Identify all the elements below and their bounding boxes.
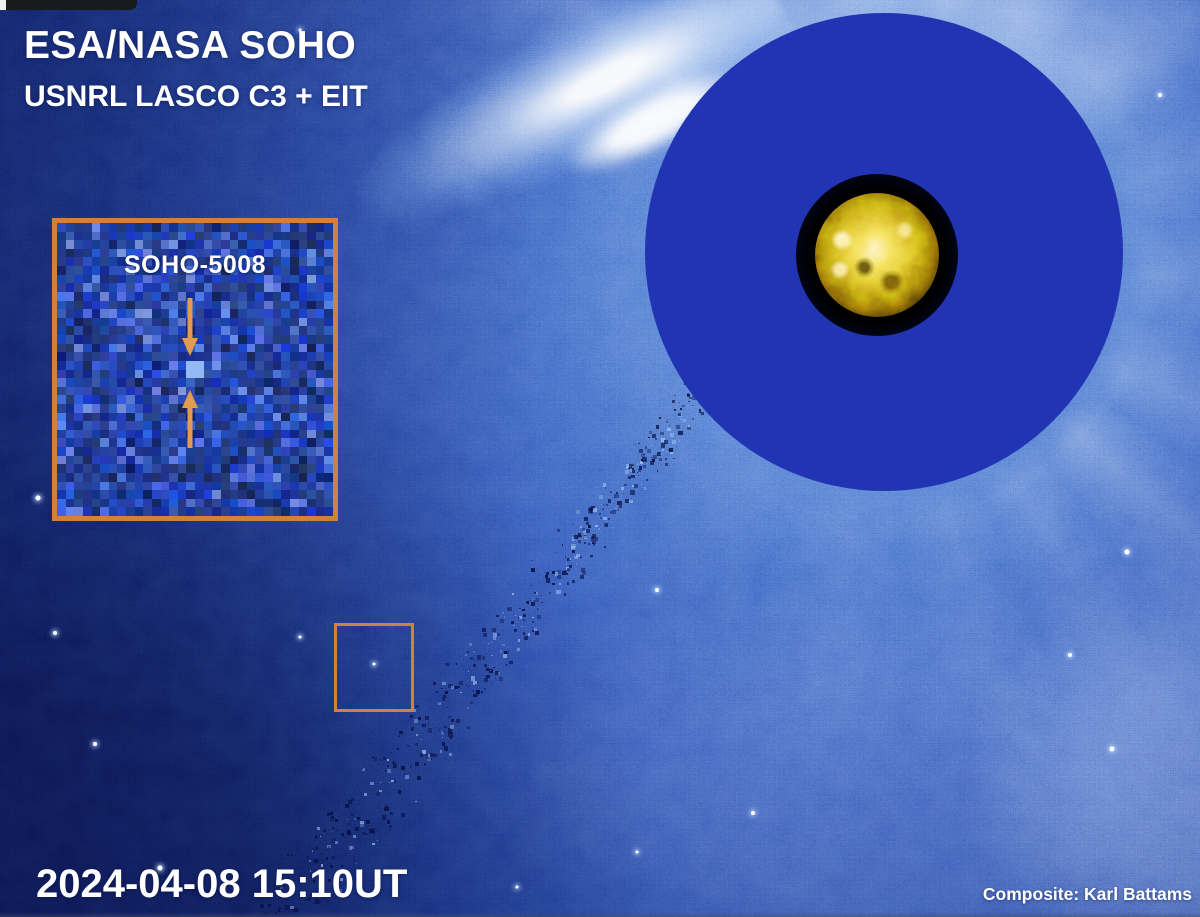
inset-zoom-box: SOHO-5008 (52, 218, 338, 521)
comet-location-box (334, 623, 414, 712)
sun-surface-texture (815, 193, 939, 317)
up-arrow-icon (182, 390, 198, 448)
sun-gold-disk (815, 193, 939, 317)
bottom-edge-strip (0, 912, 1200, 917)
credit-label: Composite: Karl Battams (982, 884, 1192, 904)
comet-designation-label: SOHO-5008 (123, 251, 267, 279)
observation-timestamp: 2024-04-08 15:10UT (36, 862, 408, 906)
page-title: ESA/NASA SOHO (24, 24, 357, 67)
down-arrow-icon (182, 298, 198, 356)
instrument-subtitle: USNRL LASCO C3 + EIT (24, 80, 368, 113)
sun-eit-image (796, 174, 958, 336)
corner-black-bar (6, 0, 137, 10)
